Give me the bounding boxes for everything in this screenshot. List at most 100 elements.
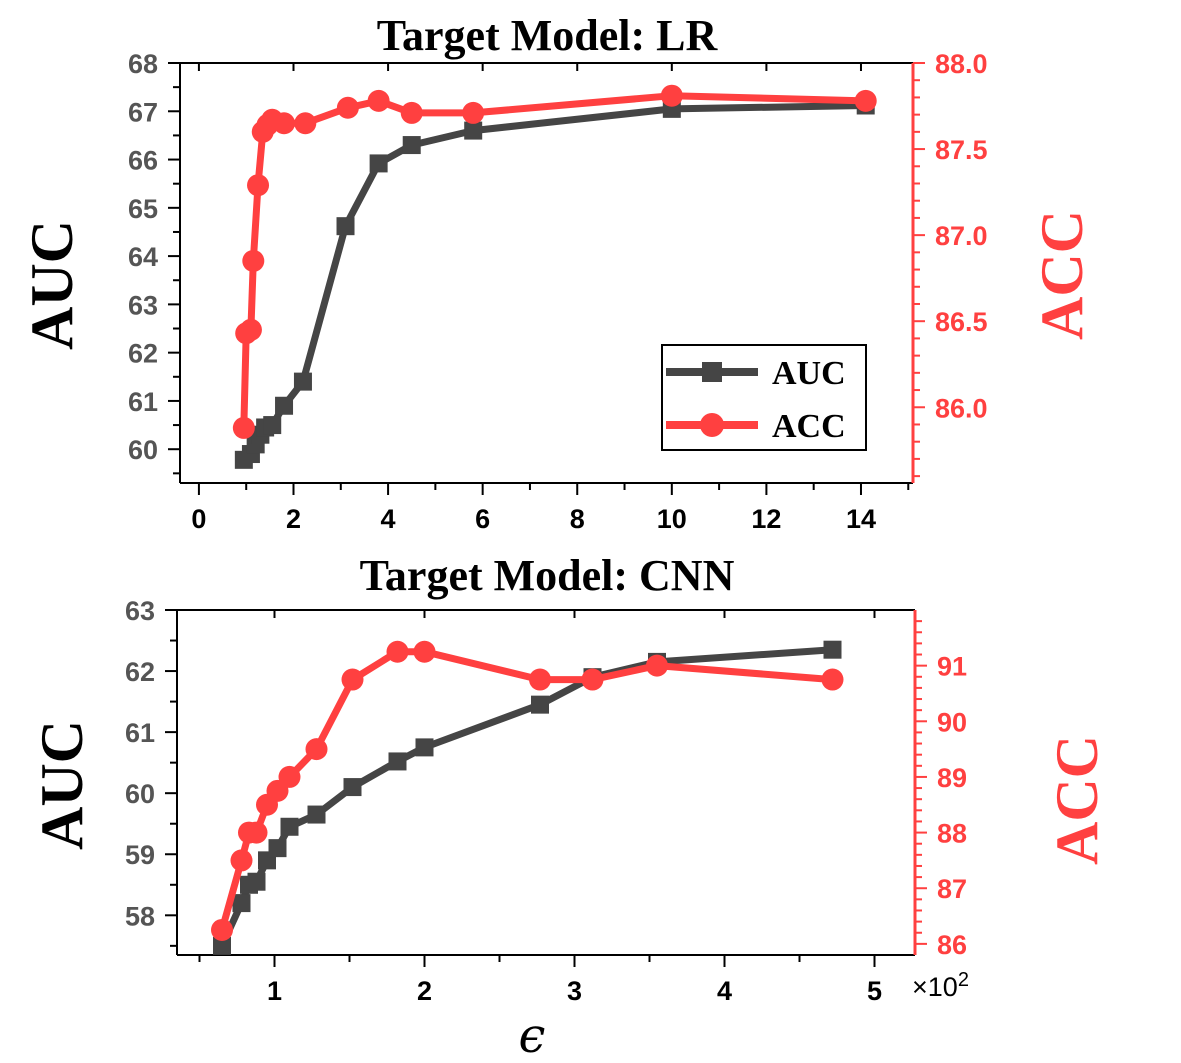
series-acc-point [529, 668, 551, 691]
chart-lr-axes: 0 2 4 6 8 10 12 1460616263646566676886.086.587.… [128, 49, 988, 534]
series-auc-point [275, 396, 294, 415]
series-auc-point [402, 136, 421, 155]
y-left-tick-label: 63 [125, 596, 155, 626]
chart-cnn-series [211, 640, 844, 955]
legend-auc-swatch-marker [702, 362, 722, 382]
series-acc-point [245, 821, 268, 844]
y-right-tick-label: 88.0 [935, 49, 988, 79]
chart-cnn-axes: 1 2 3 4 5 58 59 60 61 62 63 86 87 88 89 90 91 [125, 596, 967, 1006]
series-acc-point [367, 89, 390, 112]
series-auc-point [336, 217, 355, 236]
series-auc-point [464, 121, 483, 140]
series-auc-point [263, 416, 282, 435]
y-left-tick-label: 61 [128, 387, 158, 417]
chart-lr-series [232, 84, 877, 469]
series-auc-point [823, 640, 842, 659]
series-auc-point [232, 894, 251, 913]
y-right-tick-label: 89 [937, 763, 967, 793]
x-tick-label: 4 [717, 976, 732, 1006]
x-multiplier-exp: 2 [958, 969, 969, 991]
y-left-tick-label: 60 [125, 779, 155, 809]
y-left-tick-label: 61 [125, 718, 155, 748]
x-tick-label: 14 [846, 504, 876, 534]
x-tick-label: 5 [867, 976, 882, 1006]
y-left-tick-label: 67 [128, 97, 158, 127]
y-right-tick-label: 86 [937, 930, 967, 960]
series-acc-point [305, 738, 328, 761]
series-auc-point [293, 372, 312, 391]
y-left-tick-label: 65 [128, 194, 158, 224]
y-right-tick-label: 86.0 [935, 393, 988, 423]
series-acc-point [273, 112, 296, 135]
y-left-tick-label: 62 [128, 339, 158, 369]
y-left-tick-label: 62 [125, 657, 155, 687]
series-acc-point [247, 174, 270, 197]
x-tick-label: 6 [475, 504, 490, 534]
series-acc-point [239, 318, 262, 341]
legend-auc-label: AUC [772, 355, 846, 392]
chart-cnn-ylabel-left: AUC [29, 720, 95, 850]
legend-acc-swatch-marker [700, 413, 724, 437]
series-acc-point [386, 640, 409, 663]
series-acc-point [413, 640, 436, 663]
series-acc-point [821, 668, 844, 691]
series-auc-point [213, 936, 231, 955]
series-auc-line [218, 646, 833, 948]
x-multiplier-base: ×10 [912, 972, 958, 1002]
series-acc-line [218, 648, 833, 931]
series-acc-point [278, 765, 301, 788]
series-acc-point [341, 668, 364, 691]
series-acc-point [646, 654, 668, 677]
y-left-tick-label: 58 [125, 901, 155, 931]
series-auc-point [415, 738, 434, 757]
legend-acc-label: ACC [772, 408, 846, 445]
series-auc-point [388, 752, 407, 771]
series-acc-point [336, 96, 359, 119]
x-tick-label: 3 [567, 976, 582, 1006]
y-left-tick-label: 63 [128, 290, 158, 320]
y-right-tick-label: 86.5 [935, 307, 988, 337]
x-tick-label: 10 [657, 504, 687, 534]
x-tick-label: 2 [286, 504, 301, 534]
series-acc-point [581, 668, 604, 691]
y-left-tick-label: 60 [128, 435, 158, 465]
chart-cnn-title: Target Model: CNN [360, 551, 735, 600]
x-tick-label: 2 [417, 976, 432, 1006]
chart-lr-ylabel-left: AUC [19, 220, 85, 350]
x-tick-label: 1 [267, 976, 282, 1006]
series-acc-point [660, 84, 683, 107]
series-acc-point [232, 416, 255, 439]
chart-cnn-xlabel: ϵ [519, 1008, 546, 1063]
chart-cnn: Target Model: CNN AUC ACC 1 2 3 4 5 58 59 60 61 6… [29, 551, 1110, 1063]
series-auc-point [247, 872, 266, 891]
series-acc-point [400, 101, 423, 124]
y-right-tick-label: 90 [937, 707, 967, 737]
series-auc-point [307, 805, 326, 824]
series-acc-point [211, 918, 233, 941]
series-acc-point [230, 849, 253, 872]
chart-lr-legend: AUC ACC [661, 344, 867, 451]
chart-lr-ylabel-right: ACC [1029, 210, 1095, 340]
chart-lr-title: Target Model: LR [377, 11, 719, 60]
series-acc-point [242, 249, 265, 272]
y-right-tick-label: 87 [937, 874, 967, 904]
y-left-tick-label: 64 [128, 242, 158, 272]
x-tick-label: 0 [191, 504, 206, 534]
series-auc-point [343, 778, 362, 797]
x-tick-label: 4 [381, 504, 396, 534]
series-auc-point [531, 695, 549, 714]
y-left-tick-label: 59 [125, 840, 155, 870]
series-auc-point [280, 817, 299, 836]
y-right-tick-label: 88 [937, 819, 967, 849]
chart-cnn-ylabel-right: ACC [1044, 735, 1110, 865]
legend-frame [661, 344, 867, 451]
y-right-tick-label: 87.0 [935, 221, 988, 251]
x-tick-label: 8 [570, 504, 585, 534]
chart-cnn-x-multiplier: ×102 [912, 969, 969, 1002]
series-acc-point [854, 89, 877, 112]
x-tick-label: 12 [751, 504, 781, 534]
y-right-tick-label: 87.5 [935, 135, 988, 165]
y-left-tick-label: 66 [128, 146, 158, 176]
y-left-tick-label: 68 [128, 49, 158, 79]
